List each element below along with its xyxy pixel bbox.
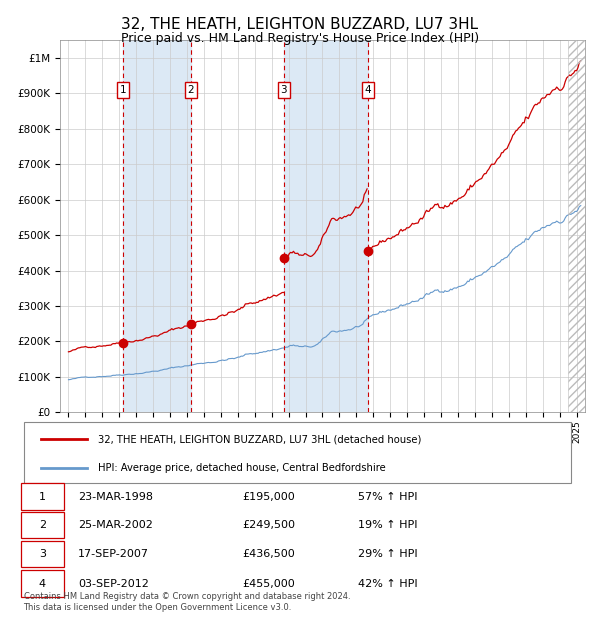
Text: Price paid vs. HM Land Registry's House Price Index (HPI): Price paid vs. HM Land Registry's House … xyxy=(121,32,479,45)
Text: 1: 1 xyxy=(119,85,127,95)
Text: 17-SEP-2007: 17-SEP-2007 xyxy=(78,549,149,559)
FancyBboxPatch shape xyxy=(23,422,571,483)
Text: 29% ↑ HPI: 29% ↑ HPI xyxy=(358,549,417,559)
Text: £195,000: £195,000 xyxy=(242,492,295,502)
Bar xyxy=(123,40,191,412)
Text: 3: 3 xyxy=(280,85,287,95)
Text: 3: 3 xyxy=(39,549,46,559)
Text: 19% ↑ HPI: 19% ↑ HPI xyxy=(358,520,417,530)
FancyBboxPatch shape xyxy=(20,512,64,538)
Text: 2: 2 xyxy=(38,520,46,530)
Text: Contains HM Land Registry data © Crown copyright and database right 2024.
This d: Contains HM Land Registry data © Crown c… xyxy=(23,593,350,612)
Text: £249,500: £249,500 xyxy=(242,520,295,530)
Text: 32, THE HEATH, LEIGHTON BUZZARD, LU7 3HL: 32, THE HEATH, LEIGHTON BUZZARD, LU7 3HL xyxy=(121,17,479,32)
Text: 32, THE HEATH, LEIGHTON BUZZARD, LU7 3HL (detached house): 32, THE HEATH, LEIGHTON BUZZARD, LU7 3HL… xyxy=(98,434,422,444)
Bar xyxy=(284,40,368,412)
Text: HPI: Average price, detached house, Central Bedfordshire: HPI: Average price, detached house, Cent… xyxy=(98,463,386,473)
Text: 4: 4 xyxy=(364,85,371,95)
Text: £436,500: £436,500 xyxy=(242,549,295,559)
Text: £455,000: £455,000 xyxy=(242,578,295,588)
Text: 25-MAR-2002: 25-MAR-2002 xyxy=(78,520,153,530)
Text: 2: 2 xyxy=(188,85,194,95)
Text: 23-MAR-1998: 23-MAR-1998 xyxy=(78,492,153,502)
FancyBboxPatch shape xyxy=(20,484,64,510)
FancyBboxPatch shape xyxy=(20,570,64,596)
Text: 42% ↑ HPI: 42% ↑ HPI xyxy=(358,578,417,588)
Text: 57% ↑ HPI: 57% ↑ HPI xyxy=(358,492,417,502)
FancyBboxPatch shape xyxy=(20,541,64,567)
Text: 03-SEP-2012: 03-SEP-2012 xyxy=(78,578,149,588)
Text: 1: 1 xyxy=(39,492,46,502)
Text: 4: 4 xyxy=(38,578,46,588)
